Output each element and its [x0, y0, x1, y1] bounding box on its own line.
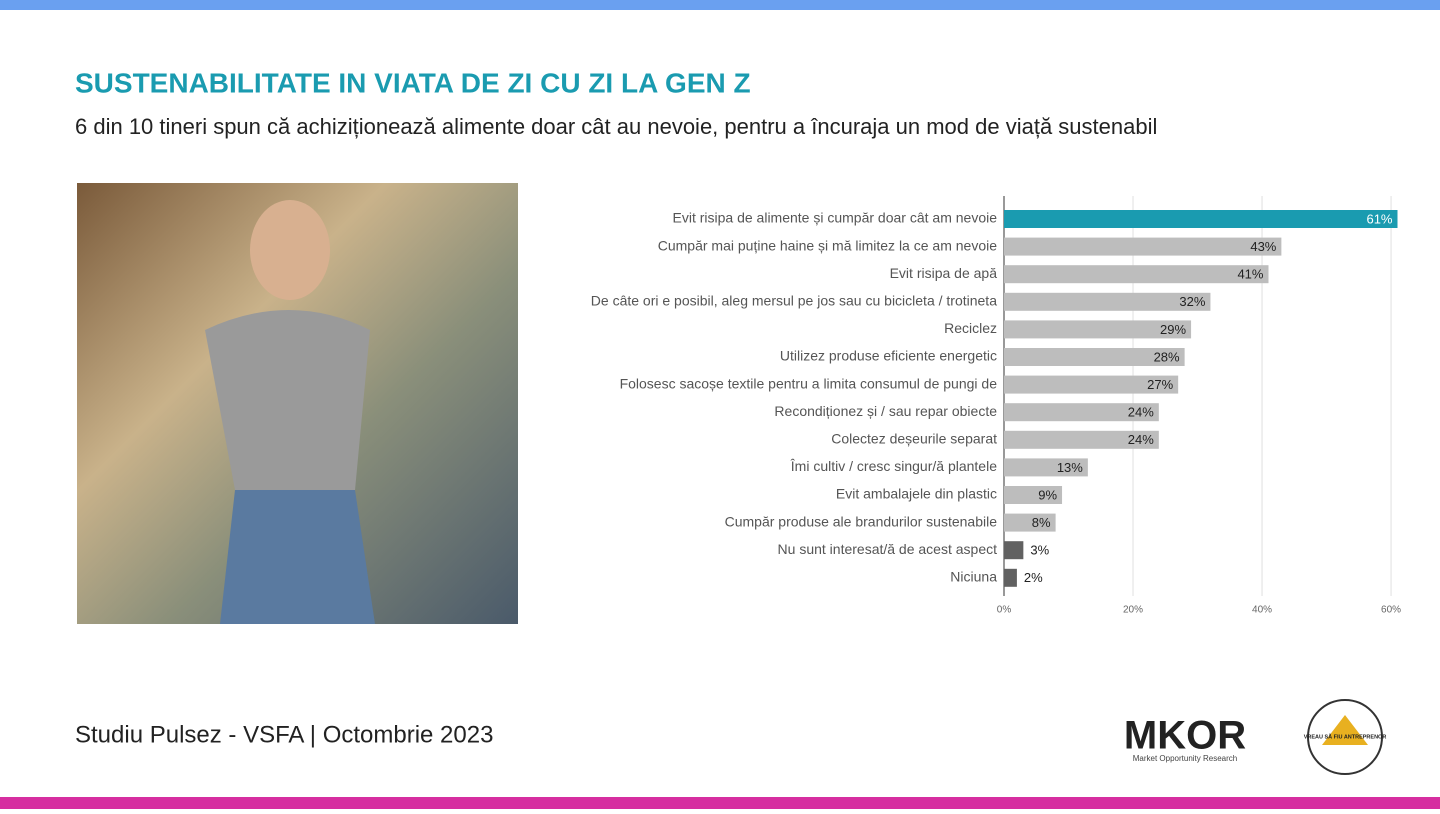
category-label: Recondiționez și / sau repar obiecte [774, 403, 997, 419]
bar [1004, 403, 1159, 422]
top-band [0, 0, 1440, 10]
x-tick-label: 20% [1123, 605, 1143, 616]
value-label: 8% [1032, 515, 1051, 530]
value-label: 28% [1154, 349, 1180, 364]
value-label: 24% [1128, 432, 1154, 447]
value-label: 27% [1147, 377, 1173, 392]
value-label: 9% [1038, 487, 1057, 502]
bar [1004, 430, 1159, 449]
bar-chart: 0% 20% 40% 60% Evit risipa de alimente și cu… [591, 196, 1401, 616]
bar [1004, 292, 1211, 311]
x-tick-label: 60% [1381, 605, 1401, 616]
bar [1004, 237, 1282, 256]
bar [1004, 486, 1063, 504]
logo-mkor-sub: Market Opportunity Research [1133, 754, 1238, 763]
bar [1004, 458, 1088, 477]
value-label: 41% [1237, 267, 1263, 282]
bar [1004, 265, 1269, 284]
bar [1004, 320, 1192, 339]
category-label: Evit ambalajele din plastic [836, 486, 997, 502]
photo [77, 183, 518, 624]
category-label: Niciuna [950, 569, 997, 585]
category-label: Evit risipa de apă [890, 265, 998, 281]
x-tick-label: 40% [1252, 605, 1272, 616]
value-label: 2% [1024, 570, 1043, 585]
value-label: 3% [1030, 543, 1049, 558]
category-label: Folosesc sacoșe textile pentru a limita … [620, 375, 998, 391]
title: SUSTENABILITATE IN VIATA DE ZI CU ZI LA … [75, 67, 751, 98]
bar [1004, 541, 1024, 560]
value-label: 29% [1160, 322, 1186, 337]
logo-badge-icon [1322, 715, 1368, 745]
value-label: 43% [1250, 239, 1276, 254]
category-label: Utilizez produse eficiente energetic [780, 348, 997, 364]
bar [1004, 348, 1185, 366]
value-label: 61% [1366, 211, 1392, 226]
bar [1004, 513, 1056, 532]
category-label: Cumpăr mai puține haine și mă limitez la… [658, 237, 997, 253]
category-label: Nu sunt interesat/ă de acest aspect [778, 541, 998, 557]
bar [1004, 210, 1398, 228]
bottom-band [0, 797, 1440, 809]
source: Studiu Pulsez - VSFA | Octombrie 2023 [75, 721, 493, 748]
x-tick-label: 0% [997, 605, 1012, 616]
value-label: 32% [1179, 294, 1205, 309]
category-label: Cumpăr produse ale brandurilor sustenabi… [725, 513, 998, 529]
subtitle: 6 din 10 tineri spun că achiziționează a… [75, 114, 1157, 139]
category-label: De câte ori e posibil, aleg mersul pe jo… [591, 293, 997, 309]
logo-badge-text: VREAU SĂ FIU ANTREPRENOR [1304, 733, 1387, 740]
category-label: Colectez deșeurile separat [831, 431, 997, 447]
category-label: Reciclez [944, 320, 997, 336]
logo-mkor: MKOR [1124, 714, 1246, 758]
value-label: 13% [1057, 460, 1083, 475]
bar [1004, 375, 1179, 394]
category-label: Evit risipa de alimente și cumpăr doar c… [673, 210, 998, 226]
bar [1004, 568, 1017, 587]
value-label: 24% [1128, 405, 1154, 420]
category-label: Îmi cultiv / cresc singur/ă plantele [790, 458, 997, 474]
